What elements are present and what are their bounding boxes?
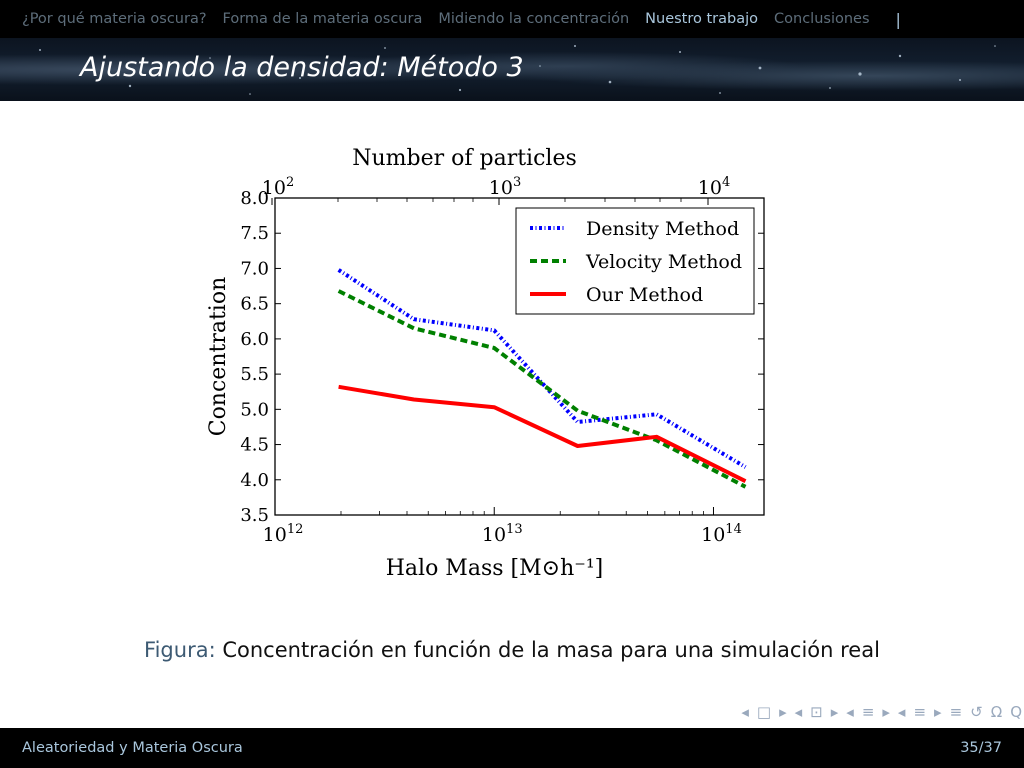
y-axis-label: Concentration	[206, 277, 231, 437]
nav-symbol-15[interactable]: Q	[1010, 703, 1022, 721]
y-tick-label: 4.5	[240, 435, 269, 456]
nav-symbol-5[interactable]: ▸	[830, 703, 839, 721]
nav-symbol-12[interactable]: ≡	[949, 703, 963, 721]
x-tick-label: 1012	[263, 522, 304, 546]
starfield-background	[39, 45, 996, 95]
legend-entry-2: Our Method	[586, 284, 703, 306]
chart-series	[337, 268, 747, 489]
y-tick-label: 7.0	[240, 258, 269, 279]
nav-symbol-3[interactable]: ◂	[794, 703, 803, 721]
nav-symbol-6[interactable]: ◂	[846, 703, 854, 721]
nav-symbol-1[interactable]: □	[756, 703, 772, 721]
nav-item-3[interactable]: Nuestro trabajo	[645, 11, 759, 27]
caption-label: Figura:	[144, 638, 216, 662]
x-tick-label: 1013	[482, 522, 523, 546]
navigation-symbols: ◂ □ ▸ ◂ ⊡ ▸ ◂ ≡ ▸ ◂ ≡ ▸ ≡ ↺ Ω Q	[666, 701, 1022, 723]
top-x-tick-label: 103	[489, 175, 521, 199]
figure-caption: Figura: Concentración en función de la m…	[0, 638, 1024, 662]
top-navigation: ¿Por qué materia oscura? Forma de la mate…	[0, 0, 1024, 38]
title-banner: Ajustando la densidad: Método 3	[0, 38, 1024, 101]
y-tick-label: 3.5	[240, 505, 269, 526]
nav-symbol-8[interactable]: ▸	[882, 703, 890, 721]
nav-item-2[interactable]: Midiendo la concentración	[438, 11, 630, 27]
top-x-tick-label-text: 103	[489, 175, 521, 199]
top-x-tick-label-text: 104	[698, 175, 730, 199]
x-tick-label-text: 1014	[701, 522, 742, 546]
y-tick-label: 7.5	[240, 223, 269, 244]
nav-separator: |	[895, 9, 901, 29]
x-tick-label-text: 1012	[263, 522, 304, 546]
legend-entry-1: Velocity Method	[585, 251, 742, 273]
nav-item-1[interactable]: Forma de la materia oscura	[222, 11, 423, 27]
top-x-tick-label: 102	[262, 175, 294, 199]
y-tick-label: 5.0	[240, 399, 269, 420]
series-line-1	[337, 289, 747, 489]
top-axis-label: Number of particles	[352, 146, 577, 171]
page-number: 35/37	[960, 740, 1002, 756]
x-axis-label: Halo Mass [M⊙h⁻¹]	[386, 556, 604, 581]
footer: Aleatoriedad y Materia Oscura 35/37	[0, 728, 1024, 768]
plot-frame	[274, 197, 765, 516]
caption-text: Concentración en función de la masa para…	[222, 638, 880, 662]
chart-legend: Density Method Velocity Method Our Method	[515, 207, 755, 315]
nav-symbol-0[interactable]: ◂	[741, 703, 749, 721]
nav-symbol-4[interactable]: ⊡	[810, 703, 823, 721]
nav-symbol-14[interactable]: Ω	[990, 703, 1003, 721]
nav-symbol-2[interactable]: ▸	[779, 703, 787, 721]
series-line-2	[338, 384, 747, 483]
nav-symbol-13[interactable]: ↺	[970, 703, 983, 721]
nav-symbol-9[interactable]: ◂	[897, 703, 906, 721]
nav-item-4[interactable]: Conclusiones	[774, 11, 870, 27]
chart-axes: 3.5 4.0 4.5 5.0 5.5 6.0 6.5 7.0 7.5 8.0 1012 1013 10…	[206, 146, 765, 581]
y-tick-label: 4.0	[240, 470, 269, 491]
nav-item-0[interactable]: ¿Por qué materia oscura?	[22, 11, 207, 27]
legend-entry-0: Density Method	[586, 218, 739, 240]
top-x-tick-label-text: 102	[262, 175, 294, 199]
x-tick-label-text: 1013	[482, 522, 523, 546]
slide-title: Ajustando la densidad: Método 3	[80, 52, 524, 83]
x-tick-label: 1014	[701, 522, 742, 546]
nav-symbol-11[interactable]: ▸	[934, 703, 942, 721]
y-tick-label: 6.5	[240, 294, 269, 315]
y-tick-label: 8.0	[240, 188, 269, 209]
nav-symbol-10[interactable]: ≡	[913, 703, 927, 721]
y-tick-label: 5.5	[240, 364, 269, 385]
footer-title: Aleatoriedad y Materia Oscura	[22, 740, 243, 756]
y-tick-label: 6.0	[240, 329, 269, 350]
top-x-tick-label: 104	[698, 175, 730, 199]
concentration-chart: 3.5 4.0 4.5 5.0 5.5 6.0 6.5 7.0 7.5 8.0 1012 1013 10…	[206, 146, 765, 581]
nav-symbol-7[interactable]: ≡	[861, 703, 875, 721]
